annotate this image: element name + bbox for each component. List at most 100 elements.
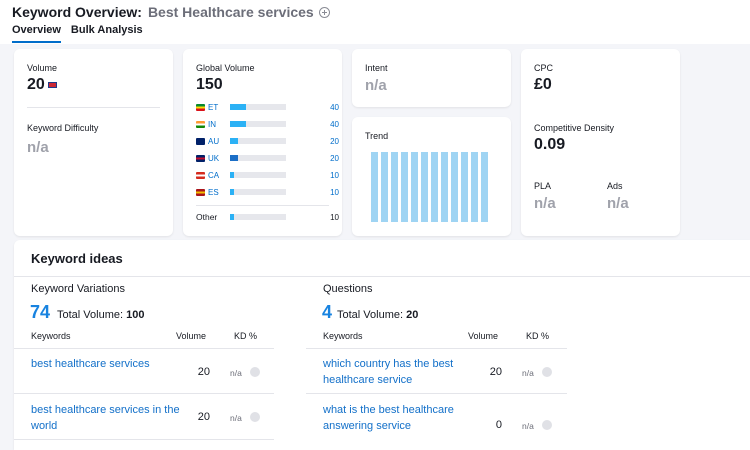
question-volume: 0 bbox=[495, 419, 502, 431]
cpc-label: CPC bbox=[534, 63, 554, 73]
trend-bar bbox=[481, 152, 488, 222]
trend-bar bbox=[371, 152, 378, 222]
questions-title: Questions bbox=[323, 283, 373, 295]
questions-count[interactable]: 4 bbox=[322, 302, 333, 322]
kd-indicator-icon bbox=[250, 367, 260, 377]
col-keywords: Keywords bbox=[323, 331, 363, 341]
volume-bar-fill bbox=[230, 104, 246, 110]
intent-label: Intent bbox=[365, 63, 388, 73]
cpc-card: CPC £0 Competitive Density 0.09 PLA n/a … bbox=[521, 49, 680, 236]
ads-label: Ads bbox=[607, 181, 623, 191]
volume-bar-fill bbox=[230, 189, 234, 195]
add-plus-icon[interactable] bbox=[318, 6, 330, 18]
pla-label: PLA bbox=[534, 181, 552, 191]
tab-bulk-analysis[interactable]: Bulk Analysis bbox=[70, 24, 143, 36]
country-row-es[interactable]: ES 10 bbox=[196, 186, 339, 198]
keyword-volume: 20 bbox=[197, 411, 210, 423]
trend-bar bbox=[431, 152, 438, 222]
country-code: CA bbox=[208, 170, 220, 180]
keyword-ideas-panel: Keyword ideas Keyword Variations 74 Tota… bbox=[14, 240, 750, 450]
global-volume-label: Global Volume bbox=[196, 63, 255, 73]
keyword-link[interactable]: best healthcare services in the world bbox=[31, 404, 180, 432]
volume-bar bbox=[230, 172, 286, 178]
uk-flag-icon bbox=[47, 81, 57, 88]
country-code: ES bbox=[208, 187, 219, 197]
volume-bar bbox=[230, 104, 286, 110]
divider bbox=[306, 393, 567, 394]
keyword-variations-count[interactable]: 74 bbox=[30, 302, 51, 322]
question-kd: n/a bbox=[522, 421, 534, 431]
page-header: Keyword Overview: Best Healthcare servic… bbox=[0, 0, 750, 44]
kd-indicator-icon bbox=[542, 367, 552, 377]
pla-value: n/a bbox=[534, 195, 556, 212]
volume-label: Volume bbox=[27, 63, 58, 73]
trend-bar bbox=[411, 152, 418, 222]
keyword-difficulty-value: n/a bbox=[27, 139, 49, 156]
trend-bar bbox=[421, 152, 428, 222]
trend-chart bbox=[371, 152, 491, 224]
trend-card: Trend bbox=[352, 117, 511, 236]
volume-bar bbox=[230, 121, 286, 127]
intent-value: n/a bbox=[365, 77, 387, 94]
uk-flag-icon bbox=[196, 154, 205, 162]
country-volume: 10 bbox=[330, 187, 339, 197]
country-row-in[interactable]: IN 40 bbox=[196, 118, 339, 130]
country-row-uk[interactable]: UK 20 bbox=[196, 152, 339, 164]
country-row-et[interactable]: ET 40 bbox=[196, 101, 339, 113]
volume-value: 20 bbox=[27, 76, 57, 94]
country-list: ET 40 IN 40 AU 20 UK 20 CA 10 ES 10 Other 10 bbox=[186, 101, 339, 231]
tab-bar: Overview Bulk Analysis bbox=[12, 24, 153, 43]
ads-value: n/a bbox=[607, 195, 629, 212]
volume-bar bbox=[230, 138, 286, 144]
ca-flag-icon bbox=[196, 171, 205, 179]
au-flag-icon bbox=[196, 137, 205, 145]
country-volume: 20 bbox=[330, 136, 339, 146]
col-keywords: Keywords bbox=[31, 331, 71, 341]
divider bbox=[14, 439, 274, 440]
volume-bar bbox=[230, 155, 286, 161]
keyword-ideas-title: Keyword ideas bbox=[31, 251, 123, 266]
keyword-variations-title: Keyword Variations bbox=[31, 283, 125, 295]
volume-bar bbox=[230, 214, 286, 220]
question-volume: 20 bbox=[489, 366, 502, 378]
intent-card: Intent n/a bbox=[352, 49, 511, 107]
country-row-au[interactable]: AU 20 bbox=[196, 135, 339, 147]
trend-bar bbox=[461, 152, 468, 222]
col-kd: KD % bbox=[234, 331, 258, 341]
country-volume: 20 bbox=[330, 153, 339, 163]
volume-bar-fill bbox=[230, 121, 246, 127]
col-volume: Volume bbox=[176, 331, 207, 341]
divider bbox=[14, 276, 750, 277]
trend-bar bbox=[381, 152, 388, 222]
title-row: Keyword Overview: Best Healthcare servic… bbox=[12, 4, 330, 20]
question-kd: n/a bbox=[522, 368, 534, 378]
country-row-other: Other 10 bbox=[196, 211, 339, 223]
keyword-volume: 20 bbox=[197, 366, 210, 378]
global-volume-card: Global Volume 150 ET 40 IN 40 AU 20 UK 20 CA 10 ES… bbox=[183, 49, 342, 236]
trend-bar bbox=[471, 152, 478, 222]
country-row-ca[interactable]: CA 10 bbox=[196, 169, 339, 181]
divider bbox=[14, 348, 274, 349]
question-link[interactable]: which country has the best healthcare se… bbox=[323, 358, 454, 386]
kd-indicator-icon bbox=[542, 420, 552, 430]
trend-label: Trend bbox=[365, 131, 389, 141]
divider bbox=[27, 107, 160, 108]
es-flag-icon bbox=[196, 188, 205, 196]
country-volume: 40 bbox=[330, 119, 339, 129]
question-link[interactable]: what is the best healthcare answering se… bbox=[323, 404, 454, 432]
volume-bar-fill bbox=[230, 155, 238, 161]
volume-bar-fill bbox=[230, 214, 234, 220]
keyword-link[interactable]: best healthcare services bbox=[31, 358, 150, 370]
trend-bar bbox=[401, 152, 408, 222]
divider bbox=[196, 205, 329, 206]
page-title: Keyword Overview: bbox=[12, 4, 142, 20]
col-volume: Volume bbox=[468, 331, 499, 341]
global-volume-value: 150 bbox=[196, 76, 223, 93]
keyword-kd: n/a bbox=[230, 368, 242, 378]
tab-overview[interactable]: Overview bbox=[12, 24, 61, 43]
cpc-value: £0 bbox=[534, 76, 552, 93]
country-volume: 40 bbox=[330, 102, 339, 112]
volume-bar-fill bbox=[230, 138, 238, 144]
other-volume: 10 bbox=[330, 212, 339, 222]
country-code: UK bbox=[208, 153, 220, 163]
